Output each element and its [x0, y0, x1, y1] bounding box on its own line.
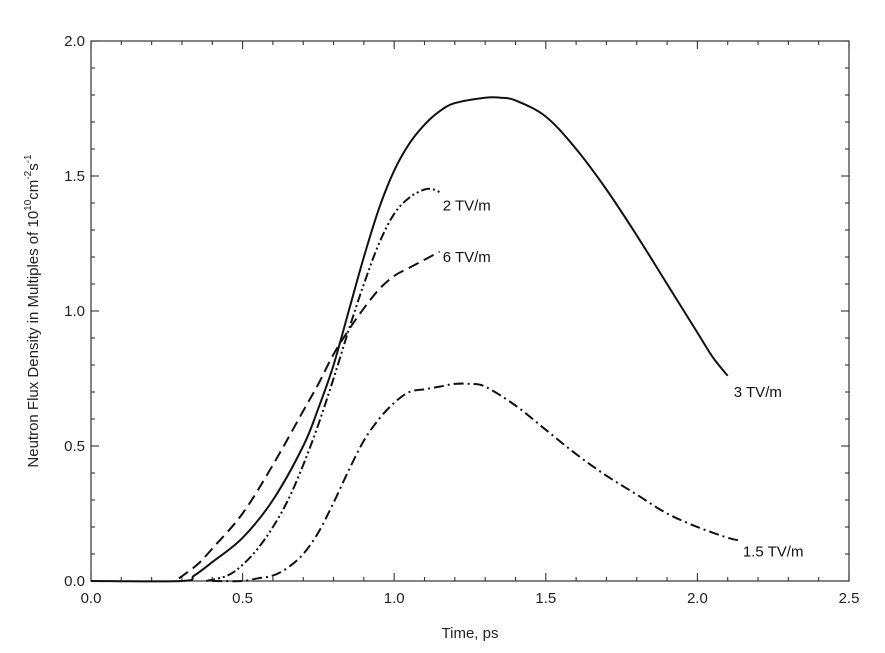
x-axis-title: Time, ps — [442, 625, 499, 642]
y-axis-tick-labels: 0.0 0.5 1.0 1.5 2.0 — [64, 33, 85, 590]
x-tick-label: 0.0 — [81, 590, 102, 607]
series-line-3-tv-m — [90, 96, 729, 583]
y-axis-title-exp2: -2 — [23, 170, 34, 179]
y-tick-label: 1.5 — [64, 168, 85, 185]
y-axis-title-mid: cm — [25, 180, 42, 200]
x-axis-tick-labels: 0.0 0.5 1.0 1.5 2.0 2.5 — [81, 590, 860, 607]
y-axis-title: Neutron Flux Density in Multiples of 101… — [23, 154, 42, 468]
x-axis-ticks — [90, 41, 850, 581]
plot-frame — [90, 40, 850, 582]
x-tick-label: 1.0 — [384, 590, 405, 607]
y-tick-label: 0.0 — [64, 573, 85, 590]
series-lines — [90, 96, 741, 583]
y-tick-label: 2.0 — [64, 33, 85, 50]
y-axis-title-exp3: -1 — [23, 154, 34, 163]
y-axis-ticks — [91, 40, 849, 582]
series-line-2-tv-m — [205, 187, 441, 582]
y-axis-title-mid2: s — [25, 163, 42, 171]
x-tick-label: 2.0 — [687, 590, 708, 607]
series-line-1-5-tv-m — [212, 382, 741, 583]
x-tick-label: 1.5 — [535, 590, 556, 607]
y-tick-label: 1.0 — [64, 303, 85, 320]
series-label: 1.5 TV/m — [743, 543, 804, 560]
x-tick-label: 2.5 — [839, 590, 860, 607]
y-axis-title-base: Neutron Flux Density in Multiples of 10 — [25, 211, 42, 468]
series-label: 6 TV/m — [443, 249, 491, 266]
series-line-6-tv-m — [178, 250, 441, 580]
y-tick-label: 0.5 — [64, 438, 85, 455]
series-label: 2 TV/m — [443, 198, 491, 215]
y-axis-title-exp1: 10 — [23, 199, 34, 211]
series-label: 3 TV/m — [734, 384, 782, 401]
series-labels: 2 TV/m 6 TV/m 3 TV/m 1.5 TV/m — [443, 198, 804, 561]
x-tick-label: 0.5 — [232, 590, 253, 607]
